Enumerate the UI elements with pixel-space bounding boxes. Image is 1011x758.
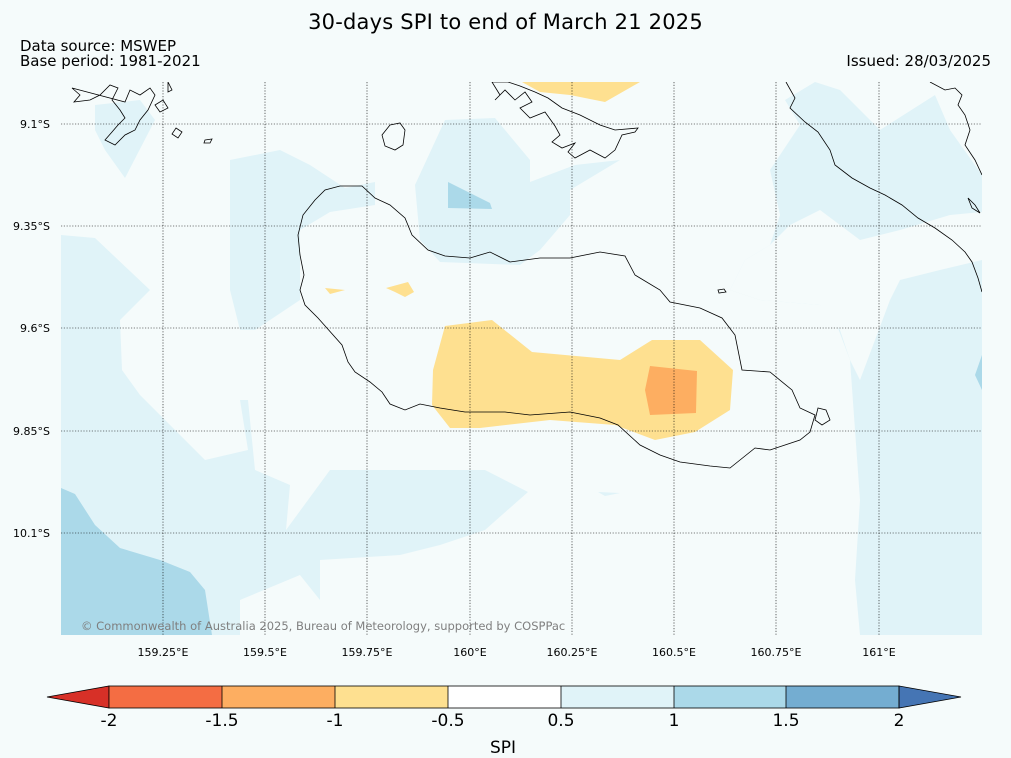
colorbar-tick-label: -2 bbox=[100, 711, 118, 731]
coastline-east-islets bbox=[929, 82, 982, 176]
contour-dry-blob1 bbox=[325, 288, 345, 294]
coastline-small-island-west bbox=[381, 122, 406, 151]
coastline-northwest-isles bbox=[71, 84, 156, 146]
contour-drier-central bbox=[645, 366, 697, 415]
lon-label: 160.25°E bbox=[546, 646, 598, 659]
coastline-main-island bbox=[297, 185, 816, 469]
coastlines bbox=[71, 82, 982, 469]
coastline-nw-islet1 bbox=[154, 99, 169, 113]
contour-wet-centre bbox=[230, 150, 375, 330]
colorbar-tick-label: -1 bbox=[326, 711, 344, 731]
lon-label: 161°E bbox=[862, 646, 896, 659]
lon-label: 160°E bbox=[453, 646, 487, 659]
colorbar-bin-5 bbox=[561, 686, 674, 708]
contour-wet-north bbox=[415, 118, 620, 265]
colorbar-bin-2 bbox=[222, 686, 335, 708]
colorbar-title: SPI bbox=[489, 738, 517, 758]
colorbar-tick-label: 1 bbox=[668, 711, 680, 731]
spi-contours bbox=[61, 82, 982, 635]
lat-label: 9.85°S bbox=[13, 425, 50, 438]
spi-colorbar bbox=[46, 685, 962, 709]
colorbar-bin-6 bbox=[674, 686, 786, 708]
lat-label: 9.1°S bbox=[20, 118, 50, 131]
colorbar-tick-label: 0.5 bbox=[547, 711, 575, 731]
base-period-label: Base period: 1981-2021 bbox=[20, 52, 201, 70]
contour-wet-small bbox=[598, 492, 620, 496]
lat-label: 9.6°S bbox=[20, 322, 50, 335]
coastline-east-islands bbox=[785, 82, 982, 293]
colorbar-tick-label: -0.5 bbox=[431, 711, 465, 731]
contour-wet-east-dip bbox=[730, 210, 982, 380]
colorbar-bin-7 bbox=[786, 686, 899, 708]
lon-label: 159.25°E bbox=[137, 646, 189, 659]
colorbar-low-extension bbox=[46, 685, 110, 709]
map-title: 30-days SPI to end of March 21 2025 bbox=[308, 10, 703, 34]
data-source-label: Data source: MSWEP bbox=[20, 37, 177, 55]
graticule bbox=[61, 82, 982, 635]
coastline-east-islet-a bbox=[967, 197, 981, 214]
colorbar-tick-label: 1.5 bbox=[772, 711, 800, 731]
lat-label: 10.1°S bbox=[13, 527, 50, 540]
colorbar-high-extension bbox=[898, 685, 962, 709]
issued-date-label: Issued: 28/03/2025 bbox=[846, 52, 991, 70]
lon-label: 160.5°E bbox=[652, 646, 696, 659]
coastline-north-isles bbox=[491, 82, 639, 159]
contour-dry-north bbox=[522, 82, 640, 102]
colorbar-tick-label: 2 bbox=[893, 711, 905, 731]
colorbar-tick-label: -1.5 bbox=[205, 711, 239, 731]
coastline-nw-islet2 bbox=[171, 127, 183, 139]
colorbar-bin-1 bbox=[109, 686, 222, 708]
lon-label: 160.75°E bbox=[750, 646, 802, 659]
lon-label: 159.75°E bbox=[341, 646, 393, 659]
contour-verywet-southwest bbox=[61, 488, 212, 635]
lon-label: 159.5°E bbox=[243, 646, 287, 659]
copyright-notice: © Commonwealth of Australia 2025, Bureau… bbox=[81, 619, 566, 633]
contour-verywet-north bbox=[448, 182, 492, 209]
contour-dry-blob2 bbox=[386, 282, 414, 297]
coastline-east-islet-b bbox=[717, 288, 727, 294]
map-metadata: Data source: MSWEP Base period: 1981-202… bbox=[20, 39, 201, 69]
coastline-nw-islet3 bbox=[203, 138, 213, 144]
colorbar-bin-4 bbox=[448, 686, 561, 708]
contour-wet-west bbox=[61, 235, 528, 635]
colorbar-bin-3 bbox=[335, 686, 448, 708]
contour-verywet-eastedge bbox=[975, 355, 982, 390]
lat-label: 9.35°S bbox=[13, 220, 50, 233]
coastline-nw-islet4 bbox=[167, 82, 173, 93]
coastline-east-islet-c bbox=[814, 407, 831, 426]
